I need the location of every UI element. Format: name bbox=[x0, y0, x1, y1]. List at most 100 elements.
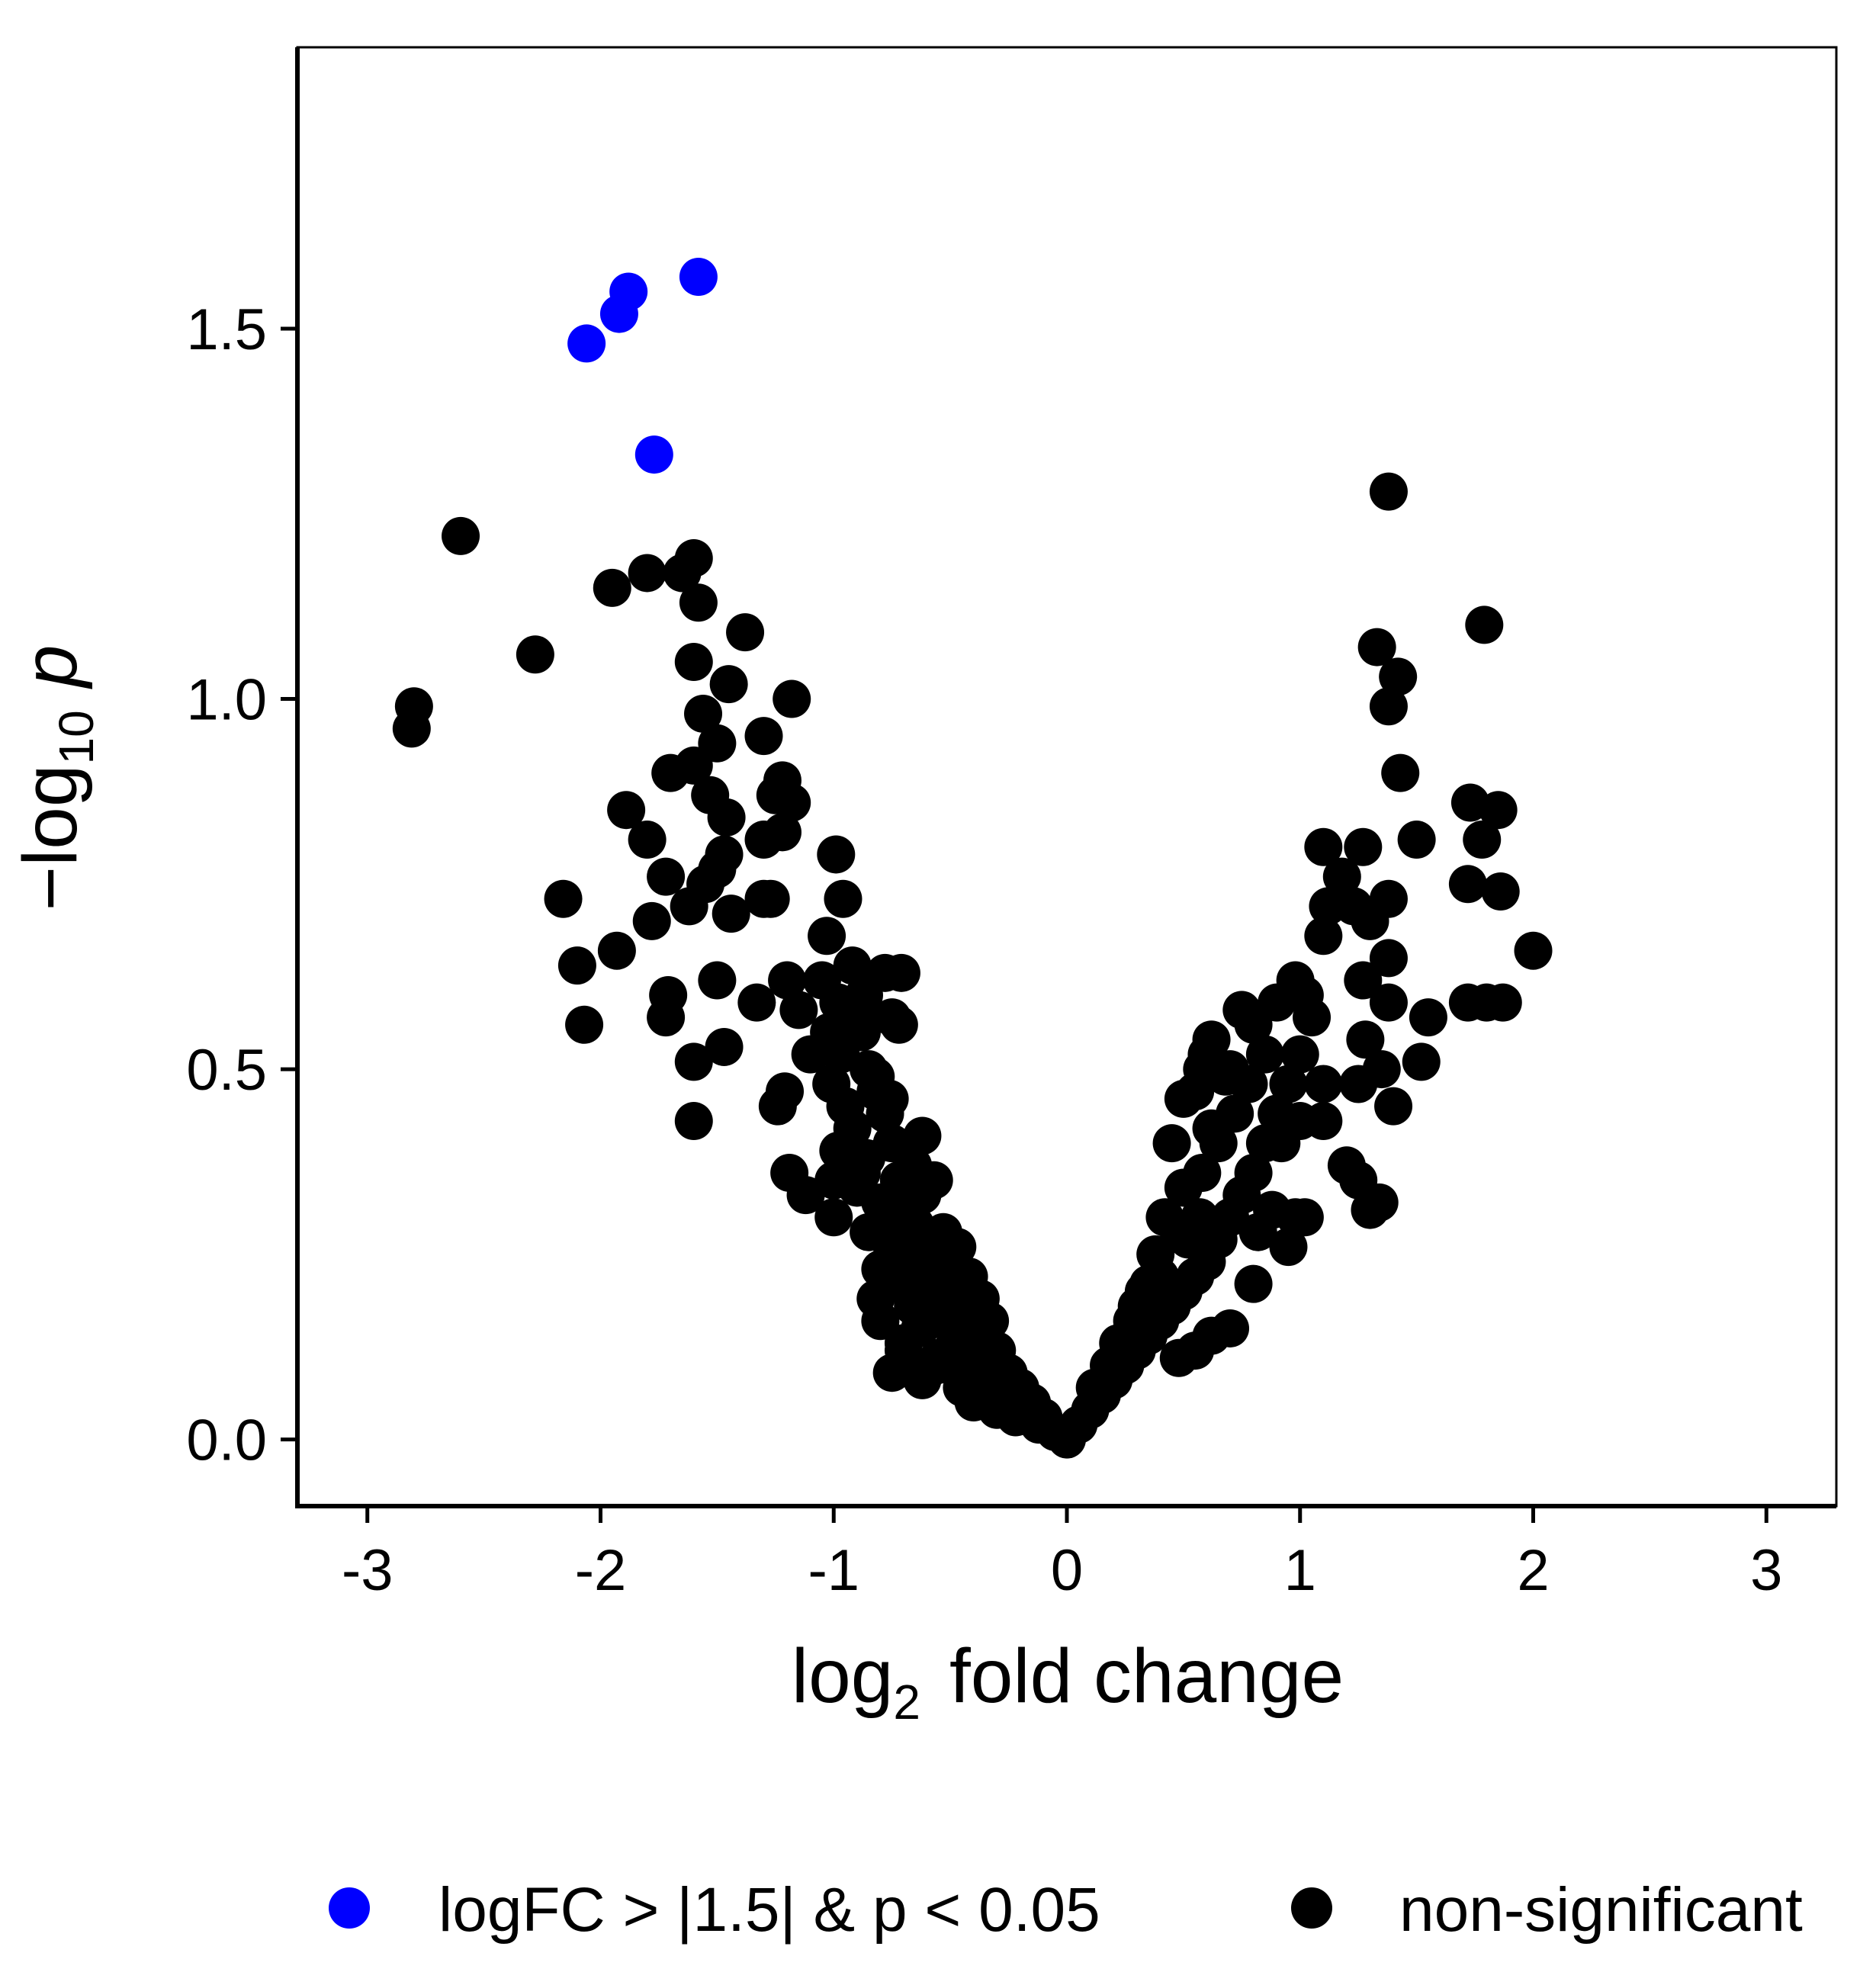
non-significant-point bbox=[751, 879, 790, 918]
non-significant-point bbox=[1269, 1228, 1308, 1267]
non-significant-point bbox=[1344, 961, 1383, 1000]
non-significant-point bbox=[674, 1102, 713, 1141]
non-significant-point bbox=[844, 975, 883, 1014]
non-significant-point bbox=[814, 1161, 853, 1200]
non-significant-point bbox=[1465, 605, 1504, 644]
y-tick-label: 1.0 bbox=[186, 668, 267, 733]
non-significant-point bbox=[744, 821, 783, 859]
non-significant-point bbox=[674, 1042, 713, 1081]
y-axis-title: −log10 p bbox=[8, 645, 104, 911]
non-significant-point bbox=[833, 946, 872, 985]
non-significant-point bbox=[1344, 827, 1383, 866]
non-significant-point bbox=[912, 1242, 951, 1281]
y-axis-title-sub: 10 bbox=[49, 710, 104, 764]
y-axis-title-var: p bbox=[8, 645, 93, 690]
non-significant-point bbox=[1269, 1065, 1308, 1103]
non-significant-point bbox=[663, 554, 702, 593]
non-significant-point bbox=[607, 791, 646, 830]
non-significant-point bbox=[1463, 821, 1502, 859]
significant-point bbox=[567, 324, 606, 363]
non-significant-point bbox=[808, 917, 846, 956]
non-significant-point bbox=[679, 583, 718, 622]
non-significant-point bbox=[817, 835, 856, 874]
x-axis-title-base: log bbox=[792, 1633, 893, 1719]
x-axis-title-sub: 2 bbox=[893, 1675, 920, 1730]
non-significant-point bbox=[1304, 1102, 1343, 1141]
x-tick-label: -3 bbox=[342, 1538, 394, 1603]
non-significant-point bbox=[870, 1079, 909, 1118]
non-significant-point bbox=[758, 1087, 797, 1126]
non-significant-point bbox=[971, 1302, 1010, 1341]
non-significant-point bbox=[866, 1190, 904, 1229]
non-significant-point bbox=[1374, 1087, 1413, 1126]
non-significant-point bbox=[1222, 991, 1261, 1029]
non-significant-point bbox=[824, 879, 863, 918]
non-significant-point bbox=[557, 946, 596, 985]
non-significant-point bbox=[1322, 857, 1361, 896]
non-significant-point bbox=[597, 931, 636, 970]
non-significant-point bbox=[737, 983, 776, 1022]
non-significant-point bbox=[773, 783, 811, 822]
non-significant-point bbox=[544, 879, 583, 918]
x-tick-label: -2 bbox=[575, 1538, 627, 1603]
non-significant-point bbox=[1285, 1198, 1324, 1237]
non-significant-point bbox=[1304, 1065, 1343, 1103]
non-significant-point bbox=[1483, 983, 1522, 1022]
non-significant-point bbox=[744, 717, 783, 756]
non-significant-point bbox=[1357, 628, 1396, 666]
non-significant-point bbox=[707, 798, 746, 837]
non-significant-point bbox=[726, 613, 765, 652]
legend: logFC > |1.5| & p < 0.05 non-significant bbox=[329, 1875, 1803, 1945]
non-significant-point bbox=[1346, 1020, 1385, 1059]
non-significant-point bbox=[442, 516, 480, 555]
non-significant-point bbox=[674, 746, 713, 785]
non-significant-point bbox=[1397, 821, 1436, 859]
legend-swatch-significant bbox=[329, 1887, 370, 1929]
non-significant-point bbox=[705, 1027, 744, 1066]
non-significant-point bbox=[647, 857, 686, 896]
non-significant-point bbox=[1245, 1035, 1284, 1074]
non-significant-point bbox=[821, 1035, 860, 1074]
non-significant-point bbox=[670, 887, 708, 926]
x-tick-label: 1 bbox=[1284, 1538, 1316, 1603]
non-significant-point bbox=[1369, 939, 1408, 978]
non-significant-point bbox=[1075, 1368, 1114, 1407]
legend-label-non-significant: non-significant bbox=[1399, 1875, 1803, 1945]
non-significant-point bbox=[996, 1398, 1035, 1437]
non-significant-point bbox=[632, 901, 671, 940]
y-tick-label: 0.5 bbox=[186, 1038, 267, 1103]
x-ticks: -3 -2 -1 0 1 2 3 bbox=[342, 1506, 1782, 1603]
non-significant-point bbox=[1280, 1035, 1319, 1074]
x-tick-label: 0 bbox=[1051, 1538, 1083, 1603]
y-tick-label: 0.0 bbox=[186, 1408, 267, 1473]
points-layer bbox=[392, 258, 1553, 1459]
legend-swatch-non-significant bbox=[1291, 1887, 1332, 1929]
non-significant-point bbox=[1192, 1109, 1231, 1148]
non-significant-point bbox=[919, 1338, 958, 1377]
non-significant-point bbox=[1164, 1079, 1203, 1118]
non-significant-point bbox=[647, 998, 686, 1037]
non-significant-point bbox=[1152, 1124, 1191, 1163]
non-significant-point bbox=[856, 1280, 895, 1319]
non-significant-point bbox=[1448, 865, 1487, 904]
non-significant-point bbox=[674, 642, 713, 681]
non-significant-point bbox=[791, 1035, 830, 1074]
non-significant-point bbox=[1183, 1154, 1222, 1193]
non-significant-point bbox=[786, 1176, 825, 1215]
non-significant-point bbox=[1402, 1042, 1441, 1081]
non-significant-point bbox=[709, 665, 748, 704]
legend-label-significant: logFC > |1.5| & p < 0.05 bbox=[438, 1875, 1100, 1945]
non-significant-point bbox=[392, 709, 431, 748]
x-tick-label: 3 bbox=[1750, 1538, 1782, 1603]
non-significant-point bbox=[1234, 1264, 1273, 1303]
y-ticks: 0.0 0.5 1.0 1.5 bbox=[186, 297, 297, 1473]
non-significant-point bbox=[1113, 1302, 1152, 1341]
non-significant-point bbox=[628, 554, 667, 593]
non-significant-point bbox=[814, 1198, 853, 1237]
significant-point bbox=[634, 435, 673, 474]
non-significant-point bbox=[1234, 1154, 1273, 1193]
significant-point bbox=[679, 258, 718, 297]
non-significant-point bbox=[1379, 657, 1418, 696]
non-significant-point bbox=[593, 568, 631, 607]
